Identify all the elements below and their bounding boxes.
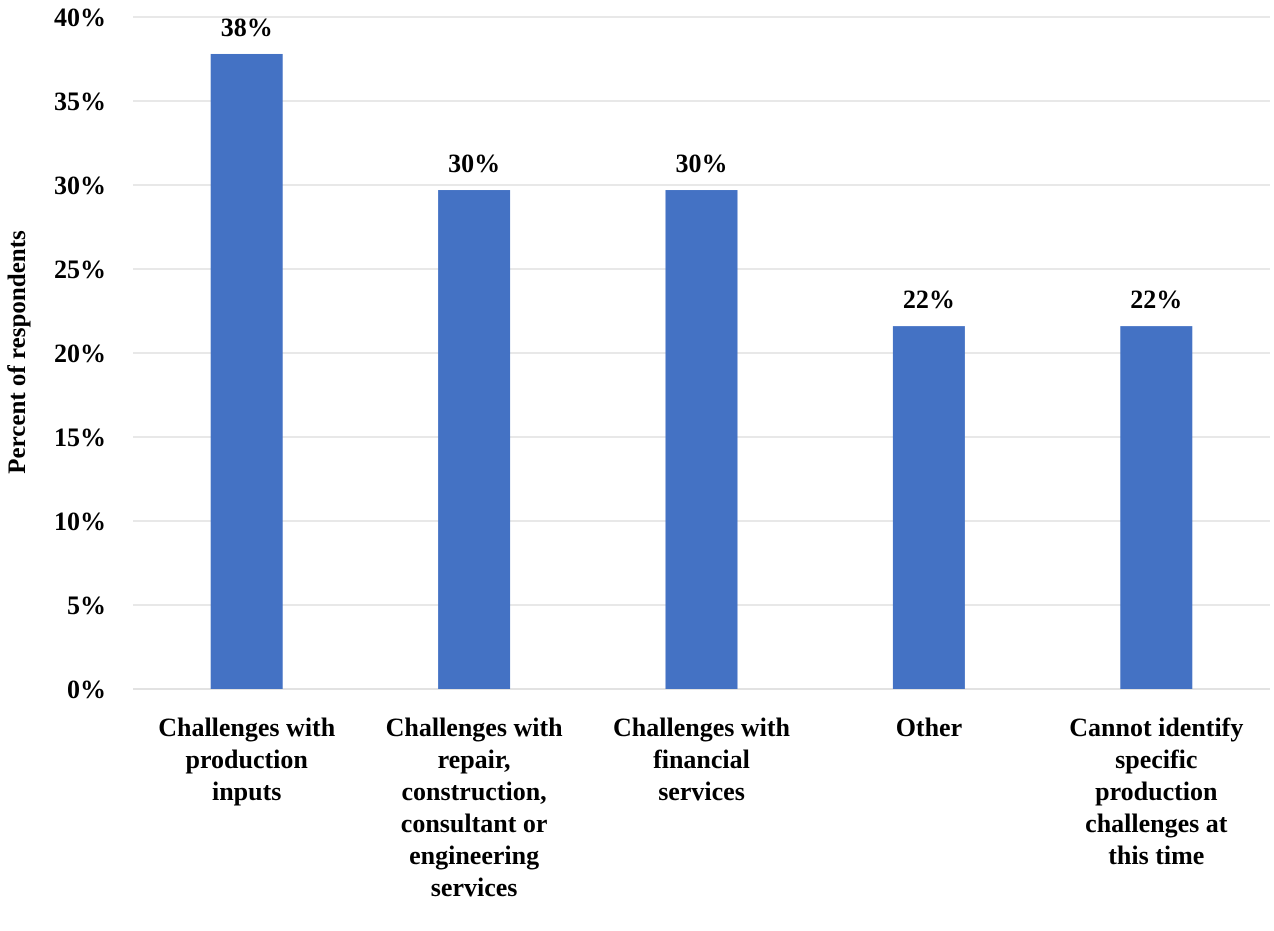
x-category-line: services	[658, 777, 745, 806]
bar	[1120, 326, 1193, 689]
y-tick-label: 25%	[54, 255, 106, 284]
data-labels: 38% 30% 30% 22% 22%	[221, 13, 1183, 314]
bar	[210, 53, 283, 689]
x-category-line: inputs	[212, 777, 281, 806]
y-axis-ticks: 0% 5% 10% 15% 20% 25% 30% 35% 40%	[54, 3, 106, 704]
x-axis-categories: Challenges withproductioninputsChallenge…	[158, 713, 1243, 902]
data-label: 22%	[1130, 285, 1182, 314]
x-category-line: consultant or	[401, 809, 548, 838]
x-category-label: Other	[896, 713, 962, 742]
y-axis-title: Percent of respondents	[4, 230, 31, 474]
data-label: 38%	[221, 13, 273, 42]
x-category-line: specific	[1115, 745, 1197, 774]
y-tick-label: 30%	[54, 171, 106, 200]
y-tick-label: 40%	[54, 3, 106, 32]
data-label: 22%	[903, 285, 955, 314]
bar	[892, 326, 965, 689]
y-tick-label: 5%	[67, 591, 106, 620]
y-tick-label: 10%	[54, 507, 106, 536]
x-category-line: construction,	[402, 777, 547, 806]
y-tick-label: 35%	[54, 87, 106, 116]
bar	[438, 190, 511, 690]
y-tick-label: 0%	[67, 675, 106, 704]
x-category-label: Cannot identify specific production challen…	[1069, 713, 1243, 870]
x-category-label: Challenges with production inputs	[158, 713, 336, 806]
x-category-label: Challenges with financial services	[613, 713, 791, 806]
x-category-line: engineering	[409, 841, 539, 870]
x-category-line: Challenges with	[386, 713, 564, 742]
x-category-line: Challenges with	[613, 713, 791, 742]
x-category-line: Other	[896, 713, 962, 742]
y-tick-label: 15%	[54, 423, 106, 452]
x-category-line: production	[1095, 777, 1218, 806]
x-category-line: Challenges with	[158, 713, 336, 742]
x-category-line: production	[186, 745, 309, 774]
x-category-line: challenges at	[1085, 809, 1228, 838]
x-category-line: services	[431, 873, 518, 902]
data-label: 30%	[448, 149, 500, 178]
x-category-label: Challenges with repair, construction, consu…	[386, 713, 564, 902]
x-category-line: this time	[1108, 841, 1204, 870]
x-category-line: repair,	[438, 745, 511, 774]
x-category-line: financial	[653, 745, 750, 774]
x-category-line: Cannot identify	[1069, 713, 1243, 742]
bar	[665, 190, 738, 690]
bars	[210, 53, 1193, 690]
y-tick-label: 20%	[54, 339, 106, 368]
data-label: 30%	[676, 149, 728, 178]
